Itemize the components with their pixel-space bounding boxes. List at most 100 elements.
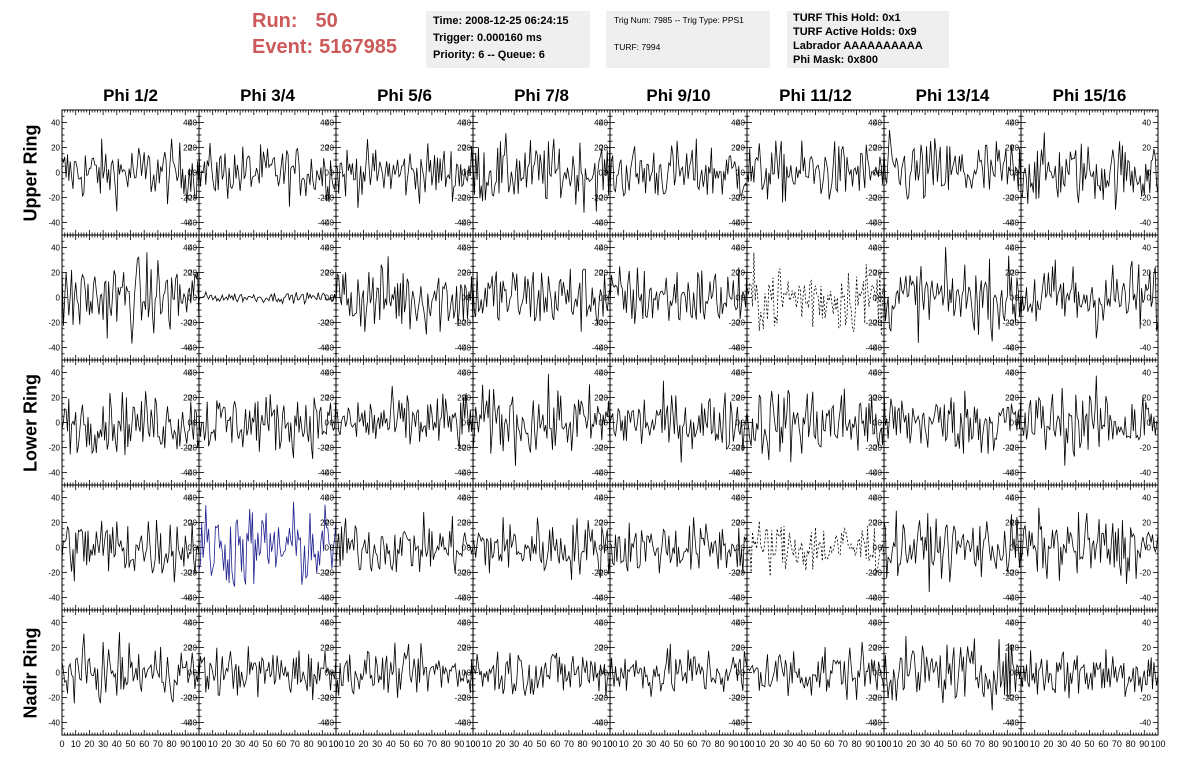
y-tick-label: -40 xyxy=(870,344,882,353)
y-tick-label-inner: 40 xyxy=(868,119,877,128)
y-tick-label-inner: -40 xyxy=(454,219,466,228)
y-tick-label: 20 xyxy=(1010,269,1019,278)
y-tick-label: -40 xyxy=(185,344,197,353)
panel-frame xyxy=(746,234,885,361)
y-tick-label-inner: -20 xyxy=(591,444,603,453)
y-tick-label-inner: 0 xyxy=(873,169,878,178)
y-tick-label-inner: 20 xyxy=(1005,269,1014,278)
y-tick-label: -40 xyxy=(48,344,60,353)
y-tick-label: 20 xyxy=(599,269,608,278)
y-tick-label: 40 xyxy=(51,494,60,503)
y-tick-label: -40 xyxy=(870,219,882,228)
y-tick-label: 40 xyxy=(873,244,882,253)
waveform-trace xyxy=(335,256,474,335)
y-tick-label-inner: -40 xyxy=(454,594,466,603)
y-tick-label-inner: -40 xyxy=(1002,469,1014,478)
panel-frame xyxy=(883,109,1022,236)
panel-frame xyxy=(883,359,1022,486)
y-tick-label: 0 xyxy=(467,544,472,553)
time-trigger-box: Time: 2008-12-25 06:24:15 Trigger: 0.000… xyxy=(426,11,590,68)
y-tick-label-inner: 40 xyxy=(320,369,329,378)
labrador-text: Labrador AAAAAAAAAA xyxy=(793,40,923,52)
waveform-trace xyxy=(61,252,200,344)
y-tick-label-inner: -20 xyxy=(1002,444,1014,453)
y-tick-label-inner: -20 xyxy=(591,194,603,203)
y-tick-label-inner: 0 xyxy=(599,169,604,178)
y-tick-label: -40 xyxy=(596,219,608,228)
waveform-trace xyxy=(883,129,1022,200)
trigger-text: Trigger: 0.000160 ms xyxy=(433,32,542,44)
panel-frame xyxy=(198,234,337,361)
waveform-trace xyxy=(335,139,474,208)
y-tick-label: 40 xyxy=(325,494,334,503)
event-value: 5167985 xyxy=(319,36,397,58)
y-tick-label-inner: 20 xyxy=(1005,519,1014,528)
y-tick-label: 20 xyxy=(736,269,745,278)
y-tick-label: 20 xyxy=(1010,394,1019,403)
y-tick-label: -20 xyxy=(185,319,197,328)
y-tick-label-inner: -40 xyxy=(728,594,740,603)
turf-hold-box: TURF This Hold: 0x1 TURF Active Holds: 0… xyxy=(787,11,949,68)
y-tick-label-inner: 40 xyxy=(594,369,603,378)
waveform-trace xyxy=(609,380,748,463)
waveform-trace xyxy=(61,519,200,583)
y-tick-label: -40 xyxy=(733,344,745,353)
panel-frame xyxy=(883,484,1022,611)
y-tick-label-inner: -40 xyxy=(591,344,603,353)
waveform-trace xyxy=(61,391,200,456)
run-value: 50 xyxy=(315,10,338,32)
y-tick-label: -40 xyxy=(1007,344,1019,353)
y-tick-label-inner: -40 xyxy=(865,344,877,353)
y-tick-label-inner: -20 xyxy=(728,569,740,578)
y-tick-label-inner: 40 xyxy=(457,369,466,378)
y-tick-label-inner: 20 xyxy=(457,394,466,403)
y-tick-label-inner: 20 xyxy=(183,394,192,403)
y-tick-label: 40 xyxy=(873,119,882,128)
y-tick-label-inner: -40 xyxy=(728,219,740,228)
y-tick-label: 0 xyxy=(193,419,198,428)
y-tick-label: 40 xyxy=(462,494,471,503)
y-tick-label: 40 xyxy=(736,494,745,503)
y-tick-label: 40 xyxy=(736,244,745,253)
y-tick-label: 40 xyxy=(873,369,882,378)
y-tick-label: 20 xyxy=(873,394,882,403)
panel-frame xyxy=(1020,484,1159,611)
y-tick-label-inner: 0 xyxy=(873,294,878,303)
waveform-trace xyxy=(746,521,885,577)
waveform-trace xyxy=(746,140,885,203)
y-tick-label-inner: -40 xyxy=(591,469,603,478)
y-tick-label: 20 xyxy=(51,269,60,278)
y-tick-label: -20 xyxy=(48,569,60,578)
y-tick-label-inner: 40 xyxy=(183,244,192,253)
y-tick-label-right: 0 xyxy=(1147,294,1152,303)
y-tick-label-inner: 40 xyxy=(457,244,466,253)
y-tick-label-inner: -20 xyxy=(317,194,329,203)
y-tick-label-inner: -20 xyxy=(865,569,877,578)
y-tick-label-right: 20 xyxy=(1142,144,1151,153)
y-tick-label: 0 xyxy=(467,294,472,303)
y-tick-label: -40 xyxy=(48,219,60,228)
y-tick-label: 0 xyxy=(56,419,61,428)
y-tick-label-inner: 40 xyxy=(731,369,740,378)
y-tick-label-inner: -40 xyxy=(591,594,603,603)
y-tick-label: 20 xyxy=(325,269,334,278)
y-tick-label: -20 xyxy=(596,569,608,578)
y-tick-label: -40 xyxy=(322,469,334,478)
y-tick-label-inner: 40 xyxy=(1005,494,1014,503)
y-tick-label: 40 xyxy=(873,494,882,503)
y-tick-label: 40 xyxy=(599,494,608,503)
y-tick-label-inner: 0 xyxy=(325,294,330,303)
column-header-7: Phi 13/14 xyxy=(915,86,990,105)
y-tick-label: 0 xyxy=(878,544,883,553)
y-tick-label: -40 xyxy=(459,344,471,353)
waveform-trace xyxy=(198,392,337,460)
y-tick-label: -40 xyxy=(733,219,745,228)
y-tick-label-inner: 20 xyxy=(594,269,603,278)
